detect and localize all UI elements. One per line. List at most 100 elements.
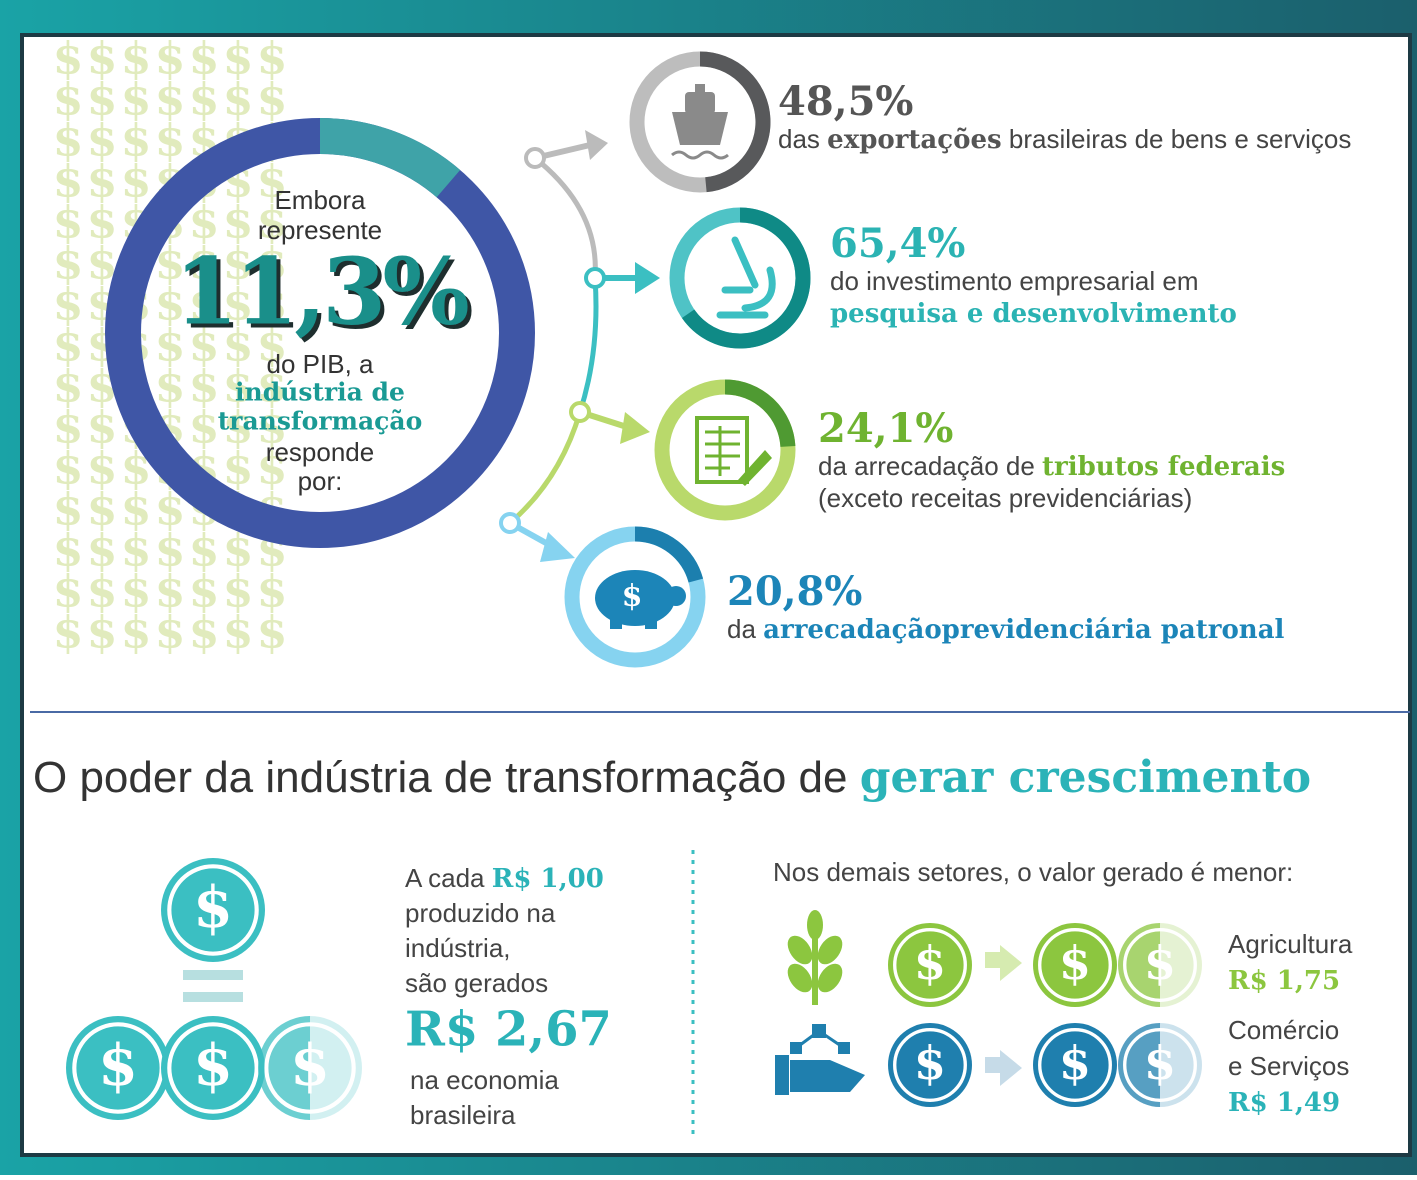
node: [499, 512, 521, 534]
pattern-dollar: $: [223, 567, 254, 618]
pattern-dollar: $: [87, 198, 118, 249]
node: [584, 267, 606, 289]
text-line: indústria,: [405, 933, 511, 963]
text-line: (exceto receitas previdenciárias): [818, 483, 1192, 513]
text-line: são gerados: [405, 968, 548, 998]
coin-fade: [310, 1014, 366, 1122]
node: [524, 147, 546, 169]
pattern-dollar: $: [87, 116, 118, 167]
coin-ring: [1038, 1028, 1112, 1102]
wheat-icon: [787, 910, 843, 1005]
pattern-dollar: $: [257, 403, 288, 454]
pattern-dollar: $: [257, 280, 288, 331]
pattern-dollar: $: [121, 608, 152, 659]
coin-outer: [1033, 923, 1117, 1007]
hero-text: 11,3%: [178, 242, 472, 350]
pattern-dollar: $: [223, 444, 254, 495]
pattern-dollar: $: [257, 34, 288, 85]
pattern-dollar: $: [87, 157, 118, 208]
pattern-dollar: $: [155, 608, 186, 659]
pattern-dollar: $: [87, 567, 118, 618]
pattern-dollar: $: [189, 75, 220, 126]
coin: $: [66, 1016, 170, 1120]
pattern-dollar: $: [87, 34, 118, 85]
text: são gerados: [405, 968, 548, 998]
stat-value: 20,8%: [727, 568, 862, 615]
pattern-dollar: $: [53, 362, 84, 413]
pattern-dollar: $: [155, 526, 186, 577]
pattern-dollar: $: [223, 198, 254, 249]
pattern-dollar: $: [257, 321, 288, 372]
bold-text: exportações: [827, 125, 1001, 155]
pattern-dollar: $: [155, 116, 186, 167]
pattern-dollar: $: [189, 362, 220, 413]
text: da arrecadação de: [818, 451, 1042, 481]
sector-name: e Serviços: [1228, 1051, 1349, 1081]
coin-ring: [1038, 928, 1112, 1002]
coin-symbol: $: [1059, 1036, 1091, 1090]
equals-bar: [183, 992, 243, 1002]
sector-name: Agricultura: [1228, 929, 1353, 959]
coin-outer: [66, 1016, 170, 1120]
coin: $: [1118, 921, 1206, 1009]
arrowhead: [585, 130, 608, 160]
arrowhead: [620, 412, 650, 444]
stat-arc: [724, 379, 796, 448]
pattern-dollar: $: [53, 567, 84, 618]
connector: [508, 411, 583, 525]
pattern-dollar: $: [189, 321, 220, 372]
pattern-dollar: $: [87, 75, 118, 126]
connector: [577, 277, 599, 413]
pattern-dollar: $: [223, 608, 254, 659]
text-line: do investimento empresarial em: [830, 266, 1199, 296]
arrowhead: [635, 262, 660, 294]
pattern-dollar: $: [155, 321, 186, 372]
connector: [533, 156, 598, 279]
pattern-dollar: $: [189, 526, 220, 577]
pattern-dollar: $: [53, 321, 84, 372]
pattern-dollar: $: [257, 567, 288, 618]
coin-outer: [888, 923, 972, 1007]
text: indústria,: [405, 933, 511, 963]
hero-text: 11,3%: [174, 238, 468, 346]
pattern-dollar: $: [257, 75, 288, 126]
pattern-dollar: $: [223, 403, 254, 454]
pattern-dollar: $: [155, 75, 186, 126]
coin-ring: [167, 864, 259, 956]
pattern-dollar: $: [189, 567, 220, 618]
pattern-dollar: $: [155, 567, 186, 618]
coin: $: [888, 1023, 972, 1107]
hero-text: do PIB, a: [267, 349, 374, 379]
hero-text: represente: [258, 215, 382, 245]
pattern-dollar: $: [53, 403, 84, 454]
bold-text: gerar crescimento: [860, 752, 1311, 803]
pattern-dollar: $: [53, 116, 84, 167]
hero-text: responde: [266, 437, 374, 467]
coin-symbol: $: [914, 936, 946, 990]
coin: $: [1118, 1021, 1206, 1109]
hero-text: indústria de: [235, 378, 405, 407]
piggy-symbol: $: [622, 579, 643, 614]
equals-bar: [183, 970, 243, 980]
pattern-dollar: $: [53, 34, 84, 85]
text: do investimento empresarial em: [830, 266, 1199, 296]
pattern-dollar: $: [223, 239, 254, 290]
stat-arc: [681, 207, 811, 349]
text: brasileiras de bens e serviços: [1002, 124, 1352, 154]
small-arrow: [1000, 945, 1022, 981]
coin-symbol: $: [98, 1032, 138, 1099]
pattern-dollar: $: [257, 198, 288, 249]
stat-arc: [634, 526, 704, 583]
pattern-dollar: $: [87, 608, 118, 659]
coin-symbol: $: [193, 874, 233, 941]
stat-value: 65,4%: [830, 220, 965, 267]
coin-outer: [888, 1023, 972, 1107]
bold-text: tributos federais: [1042, 452, 1285, 482]
pattern-dollar: $: [53, 75, 84, 126]
coin-symbol: $: [1059, 936, 1091, 990]
text-line: pesquisa e desenvolvimento: [830, 299, 1237, 329]
text: das: [778, 124, 827, 154]
pattern-dollar: $: [87, 526, 118, 577]
